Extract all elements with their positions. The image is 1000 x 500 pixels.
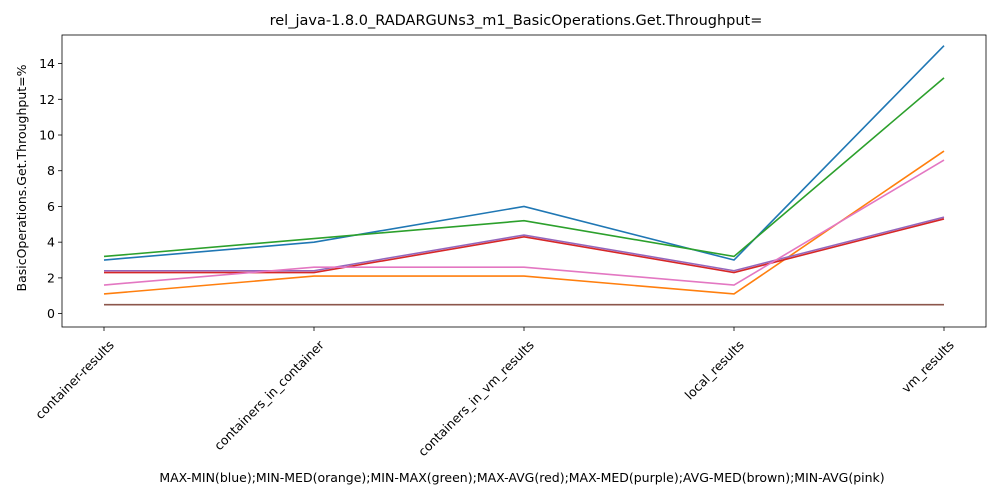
series-line-0 <box>103 45 945 261</box>
x-tick-label: local_results <box>682 337 747 402</box>
y-tick-label: 6 <box>47 199 55 214</box>
y-tick-label: 4 <box>47 235 55 250</box>
x-tick-label: container-results <box>32 337 117 422</box>
y-tick-label: 14 <box>39 56 55 71</box>
x-axis-ticks: container-results containers_in_container… <box>32 327 957 459</box>
y-tick-label: 12 <box>39 92 55 107</box>
y-tick-label: 10 <box>39 128 55 143</box>
y-tick-label: 8 <box>47 163 55 178</box>
series-lines <box>103 45 945 306</box>
y-axis-ticks: 0 2 4 6 8 10 12 14 <box>39 56 62 321</box>
series-line-6 <box>103 159 945 286</box>
plot-area-frame <box>61 34 987 328</box>
x-axis-label: MAX-MIN(blue);MIN-MED(orange);MIN-MAX(gr… <box>159 470 884 485</box>
y-tick-label: 0 <box>47 306 55 321</box>
series-line-1 <box>103 150 945 295</box>
x-tick-label: vm_results <box>898 337 956 395</box>
series-line-2 <box>103 77 945 258</box>
y-axis-label: BasicOperations.Get.Throughput=% <box>14 64 29 291</box>
y-tick-label: 2 <box>47 270 55 285</box>
chart-title: rel_java-1.8.0_RADARGUNs3_m1_BasicOperat… <box>270 13 763 29</box>
x-tick-label: containers_in_vm_results <box>415 337 537 459</box>
series-line-3 <box>104 216 945 272</box>
x-tick-label: containers_in_container <box>211 337 327 453</box>
